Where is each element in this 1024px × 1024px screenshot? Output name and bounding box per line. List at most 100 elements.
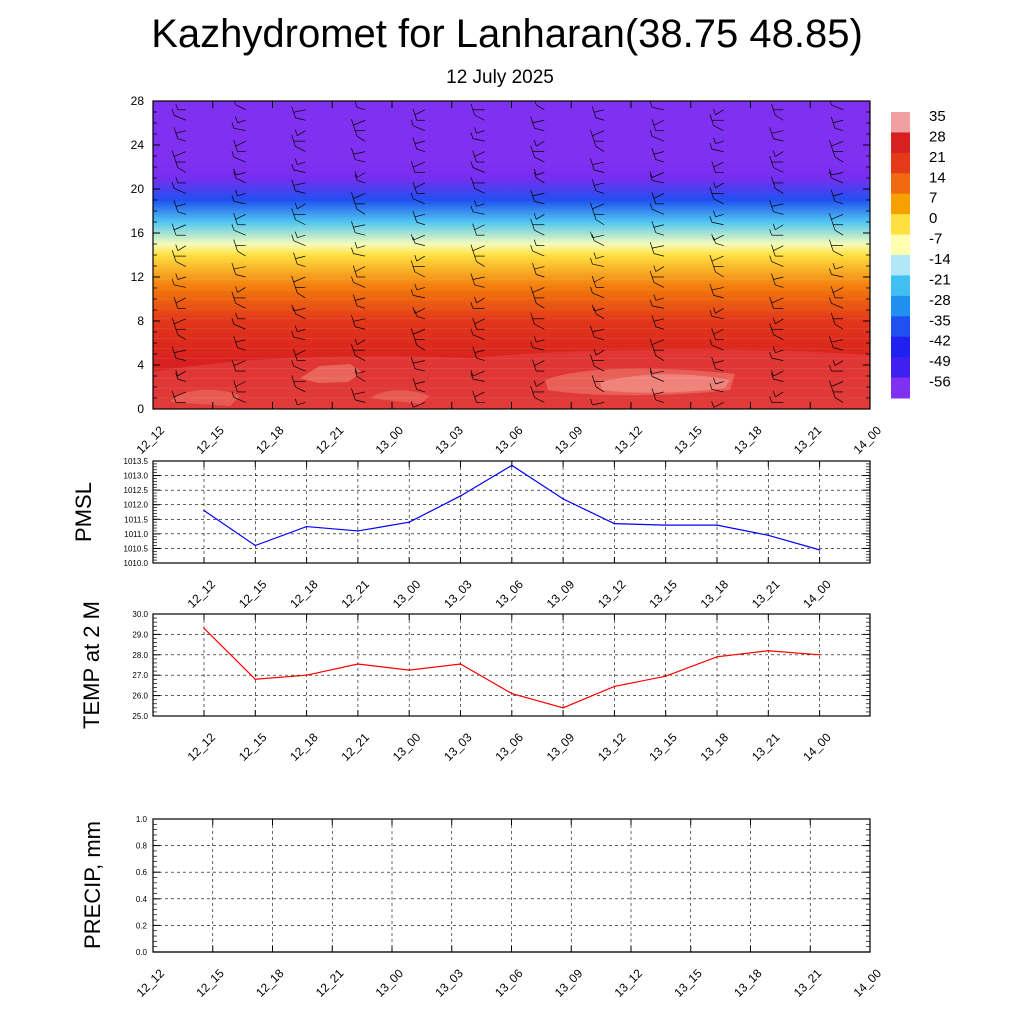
wind-barb	[771, 130, 784, 134]
wind-barb-flag	[832, 262, 836, 270]
wind-barb-flag	[354, 370, 358, 377]
wind-barb	[532, 347, 545, 351]
x-tick-label: 12_12	[185, 730, 219, 764]
wind-barb-flag	[769, 296, 772, 304]
wind-barb	[474, 284, 485, 288]
wind-barb-flag	[351, 119, 354, 126]
chart-title: Kazhydromet for Lanharan(38.75 48.85)	[151, 12, 863, 56]
wind-barb-flag	[474, 396, 477, 403]
wind-barb	[177, 138, 186, 142]
wind-barb-flag	[713, 377, 716, 385]
wind-barb	[476, 130, 485, 134]
wind-barb-flag	[410, 192, 414, 199]
wind-barb	[771, 357, 784, 361]
wind-barb-flag	[412, 333, 416, 340]
wind-barb-flag	[291, 304, 294, 311]
colorbar-swatch	[891, 132, 910, 154]
wind-barb-flag	[593, 252, 597, 259]
wind-barb-flag	[829, 297, 832, 304]
wind-barb-flag	[830, 145, 834, 152]
wind-barb-flag	[291, 234, 294, 241]
wind-barb-flag	[591, 179, 595, 186]
wind-barb	[177, 276, 186, 280]
wind-barb-flag	[173, 296, 177, 304]
wind-barb-flag	[532, 318, 535, 325]
wind-barb	[771, 203, 784, 207]
wind-barb	[293, 365, 306, 372]
wind-barb	[653, 282, 665, 288]
wind-barb-flag	[651, 147, 655, 155]
colorbar-swatch	[891, 357, 910, 379]
wind-barb	[235, 303, 246, 309]
wind-barb	[592, 130, 605, 137]
colorbar-swatch	[891, 336, 910, 358]
wind-barb-flag	[532, 150, 535, 158]
wind-barb	[293, 109, 306, 113]
wind-barb	[773, 378, 784, 382]
wind-barb-flag	[352, 197, 356, 204]
wind-barb-flag	[412, 265, 416, 273]
wind-barb-flag	[235, 244, 238, 252]
x-tick-label: 13_00	[373, 966, 407, 1000]
wind-barb	[534, 156, 545, 163]
wind-barb	[595, 349, 605, 356]
wind-barb	[356, 135, 366, 142]
wind-barb	[295, 349, 306, 356]
wind-barb	[652, 245, 664, 249]
colorbar-label: 14	[929, 169, 946, 186]
x-tick-label: 13_03	[441, 730, 475, 764]
x-tick-label: 12_15	[236, 577, 270, 611]
wind-barb-flag	[410, 289, 414, 296]
wind-barb-flag	[293, 349, 296, 356]
wind-barb	[711, 287, 724, 291]
wind-barb	[414, 140, 425, 144]
data-point	[254, 678, 257, 681]
wind-barb	[652, 305, 664, 309]
wind-barb	[652, 180, 664, 184]
wind-barb-flag	[171, 182, 175, 189]
wind-barb	[775, 318, 784, 325]
wind-barb	[295, 386, 306, 393]
wind-barb-flag	[829, 336, 832, 343]
wind-barb-flag	[354, 203, 358, 210]
colorbar-swatch	[891, 193, 910, 215]
wind-barb	[534, 323, 545, 330]
x-tick-label: 12_12	[134, 423, 168, 457]
wind-barb-flag	[590, 354, 593, 361]
wind-barb	[532, 250, 545, 257]
wind-barb-flag	[173, 229, 177, 236]
wind-barb	[713, 295, 724, 299]
wind-barb-flag	[590, 129, 593, 136]
wind-barb-flag	[593, 111, 597, 118]
wind-barb	[355, 159, 366, 163]
wind-barb-flag	[173, 396, 177, 403]
wind-barb-flag	[410, 160, 414, 168]
wind-barb-flag	[470, 369, 474, 377]
wind-barb-flag	[590, 158, 593, 165]
wind-barb-flag	[472, 223, 476, 230]
wind-barb-flag	[713, 137, 716, 144]
wind-barb-flag	[711, 260, 715, 267]
wind-barb-flag	[591, 304, 595, 311]
wind-barb-flag	[233, 239, 237, 246]
wind-barb	[295, 190, 306, 194]
wind-barb	[655, 355, 665, 361]
data-point	[511, 692, 513, 695]
wind-barb	[233, 323, 246, 330]
y-tick-label: 8	[137, 314, 144, 328]
colorbar-label: -28	[929, 292, 951, 309]
wind-barb	[413, 234, 426, 241]
wind-barb	[476, 357, 485, 361]
wind-barb-flag	[412, 137, 416, 144]
wind-barb	[775, 349, 784, 353]
wind-barb-flag	[530, 116, 533, 123]
wind-barb	[472, 334, 485, 341]
temp2m-panel: 25.0 26.0 27.0 28.0 29.0 30.0 12_12 12_15 12_18 1…	[79, 601, 871, 764]
wind-barb-flag	[233, 140, 237, 147]
wind-barb	[177, 211, 186, 215]
wind-barb-flag	[235, 286, 238, 293]
wind-barb	[834, 229, 844, 236]
wind-barb	[233, 127, 246, 132]
wind-barb-flag	[533, 239, 537, 246]
wind-barb	[297, 263, 306, 267]
